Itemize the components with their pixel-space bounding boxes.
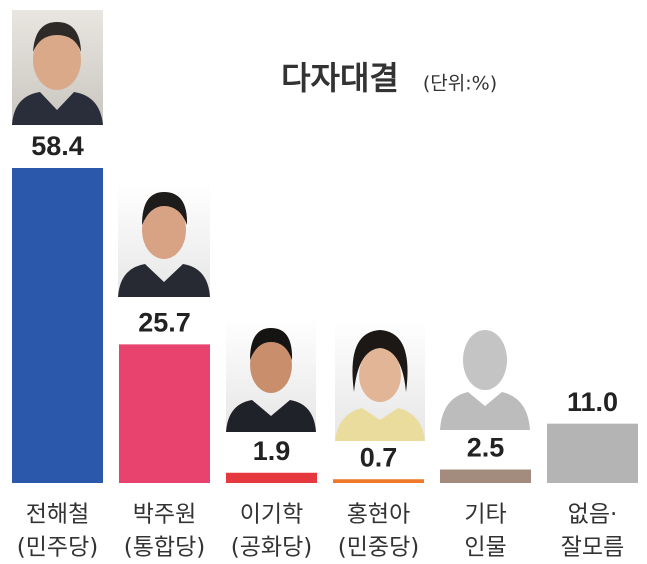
- x-tick-label: 홍현아: [347, 502, 410, 528]
- bar: [226, 472, 317, 483]
- x-tick-label: (민중당): [338, 535, 419, 561]
- chart-title: 다자대결: [281, 59, 399, 97]
- bar: [12, 168, 103, 483]
- x-tick-label: 이기학: [240, 502, 303, 528]
- chart-subtitle: (단위:%): [423, 73, 497, 95]
- photo-1: [12, 10, 103, 125]
- value-label: 2.5: [467, 433, 505, 463]
- x-tick-label: 기타: [464, 502, 506, 528]
- photo-4: [335, 318, 425, 441]
- value-label: 11.0: [567, 387, 618, 417]
- bar: [119, 344, 210, 483]
- x-tick-label: (민주당): [17, 535, 98, 561]
- photo-5: [440, 326, 530, 430]
- x-tick-label: 잘모름: [561, 535, 624, 561]
- photos: [12, 10, 530, 441]
- x-tick-label: 전해철: [26, 502, 89, 528]
- bar: [547, 423, 638, 483]
- x-tick-label: 인물: [464, 535, 506, 561]
- x-tick-label: 박주원: [133, 502, 196, 528]
- bar: [333, 479, 424, 483]
- photo-2: [118, 183, 210, 297]
- value-label: 1.9: [253, 436, 291, 466]
- bar: [440, 469, 531, 483]
- value-label: 58.4: [31, 131, 84, 161]
- value-label: 25.7: [138, 308, 191, 338]
- photo-3: [226, 318, 316, 432]
- x-tick-label: 없음·: [568, 502, 618, 528]
- x-tick-label: (통합당): [124, 535, 205, 561]
- x-tick-label: (공화당): [231, 535, 312, 561]
- value-label: 0.7: [360, 442, 398, 472]
